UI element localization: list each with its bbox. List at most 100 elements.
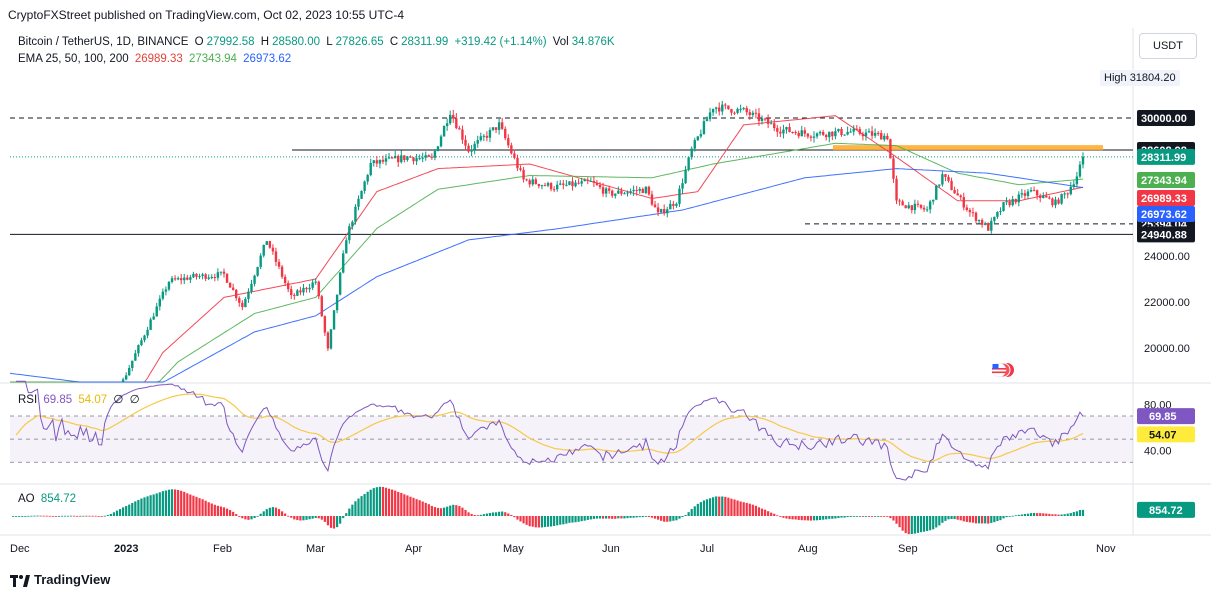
candle-body [241, 302, 244, 308]
candle-body [415, 158, 418, 162]
ema-label[interactable]: EMA 25, 50, 100, 200 [18, 53, 129, 65]
candle-body [393, 155, 397, 159]
candle-body [840, 128, 843, 136]
ao-bar [1078, 510, 1082, 516]
candle-body [179, 278, 183, 281]
currency-button[interactable]: USDT [1139, 33, 1197, 59]
ao-bar [822, 516, 825, 520]
candle-body [745, 108, 748, 113]
ao-bar [394, 490, 397, 516]
candle-body [987, 223, 990, 231]
ao-bar [840, 516, 843, 518]
candle-body [320, 296, 324, 317]
ao-bar [571, 516, 574, 523]
ao-bar [24, 516, 27, 517]
candle-body [268, 241, 272, 248]
time-axis-label: 2023 [114, 543, 138, 555]
ao-bar [886, 516, 889, 517]
ao-bar [565, 516, 568, 524]
ao-bar [736, 500, 739, 516]
ao-bar [351, 504, 354, 516]
ao-bar [660, 516, 663, 521]
ao-bar [870, 516, 874, 517]
ao-bar [577, 516, 580, 522]
ao-bar [916, 516, 920, 533]
candle-body [497, 122, 501, 130]
ao-bar [85, 515, 88, 517]
candle-body [818, 131, 822, 134]
candle-body [867, 131, 871, 133]
ao-bar [112, 512, 116, 516]
ao-bar [418, 500, 421, 516]
candle-body [201, 274, 204, 277]
candle-body [977, 220, 981, 222]
ema50-line [10, 142, 1084, 383]
ao-bar [987, 516, 990, 524]
ao-bar [614, 516, 617, 519]
candle-body [1051, 198, 1054, 206]
ema25-tag [1137, 190, 1195, 206]
footer-brand[interactable]: TradingView [10, 572, 110, 587]
ao-bar [715, 496, 718, 516]
candle-body [656, 207, 660, 213]
ao-bar [656, 516, 660, 520]
ao-bar [33, 515, 36, 517]
level-tag-label: 30000.00 [1141, 113, 1187, 125]
candle-body [244, 298, 247, 308]
candle-body [562, 183, 565, 185]
chart-canvas[interactable]: 20000.0022000.0024000.0030000.0028608.98… [0, 28, 1211, 568]
ao-bar [128, 504, 131, 516]
ao-label[interactable]: AO [18, 493, 35, 505]
ao-bar [57, 515, 61, 517]
volume-value: 34.876K [571, 36, 615, 48]
ao-bar [464, 509, 467, 516]
level-tag [1137, 110, 1195, 126]
ao-bar [898, 516, 901, 528]
candle-body [965, 207, 969, 210]
ao-bar [1032, 512, 1036, 516]
open-value: 27992.58 [206, 36, 255, 48]
candle-body [604, 188, 608, 194]
candle-body [638, 188, 641, 191]
ao-bar [843, 516, 846, 518]
ao-bar [73, 515, 76, 517]
ao-bar [687, 512, 690, 516]
ao-bar [767, 511, 770, 516]
ao-bar [1042, 513, 1045, 516]
candle-body [140, 340, 143, 346]
ao-bar [45, 515, 48, 517]
candle-body [1072, 184, 1076, 187]
ao-bar [696, 503, 699, 516]
candle-body [183, 277, 186, 281]
ao-bar [779, 516, 782, 517]
ao-bar [580, 516, 583, 522]
us-flag-icon[interactable] [988, 359, 1014, 381]
candle-body [828, 131, 831, 138]
ao-bar [907, 516, 910, 535]
candle-body [614, 193, 617, 196]
ao-bar [644, 516, 647, 517]
ao-bar [669, 516, 672, 522]
rsi-label[interactable]: RSI [18, 394, 38, 406]
candle-body [397, 155, 400, 163]
ao-bar [308, 516, 311, 520]
ao-bar [965, 516, 968, 522]
ao-bar [791, 516, 794, 520]
candle-body [439, 136, 443, 147]
candle-body [742, 108, 745, 110]
candle-body [442, 126, 446, 137]
ao-bar [812, 516, 816, 521]
tradingview-logo-icon [10, 574, 30, 587]
candle-body [253, 275, 256, 284]
candle-body [522, 169, 525, 180]
ao-bar [953, 516, 956, 520]
candle-body [387, 157, 391, 159]
candle-body [479, 136, 482, 141]
symbol-name[interactable]: Bitcoin / TetherUS, 1D, BINANCE [18, 36, 189, 48]
ao-bar [259, 513, 262, 516]
ao-bar [201, 499, 204, 516]
candle-body [283, 276, 287, 284]
candle-body [760, 118, 764, 121]
candle-body [727, 105, 730, 110]
candle-body [555, 184, 559, 190]
